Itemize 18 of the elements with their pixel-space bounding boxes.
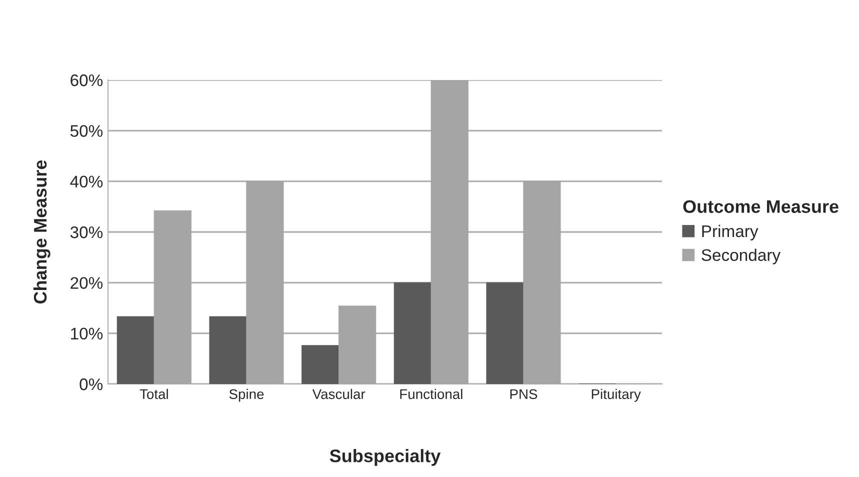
x-tick-label: Pituitary — [592, 388, 641, 402]
y-tick-label: 10% — [71, 328, 103, 340]
x-axis-title: Subspecialty — [330, 449, 441, 466]
y-axis-title: Change Measure — [33, 160, 50, 304]
y-tick-label: 40% — [70, 176, 103, 188]
legend-title: Outcome Measure — [683, 200, 838, 213]
x-tick-label: Total — [140, 388, 168, 400]
x-tick-label: PNS — [510, 389, 538, 400]
y-tick-label: 30% — [70, 226, 103, 238]
y-tick-label: 50% — [70, 125, 103, 137]
x-tick-label: Vascular — [312, 388, 366, 400]
y-tick-label: 0% — [80, 378, 103, 390]
legend-label: Secondary — [702, 248, 781, 264]
x-tick-label: Spine — [229, 388, 264, 402]
legend-label: Primary — [702, 224, 758, 240]
y-tick-label: 60% — [70, 74, 103, 86]
y-tick-label: 20% — [70, 277, 103, 289]
x-tick-label: Functional — [400, 388, 462, 400]
